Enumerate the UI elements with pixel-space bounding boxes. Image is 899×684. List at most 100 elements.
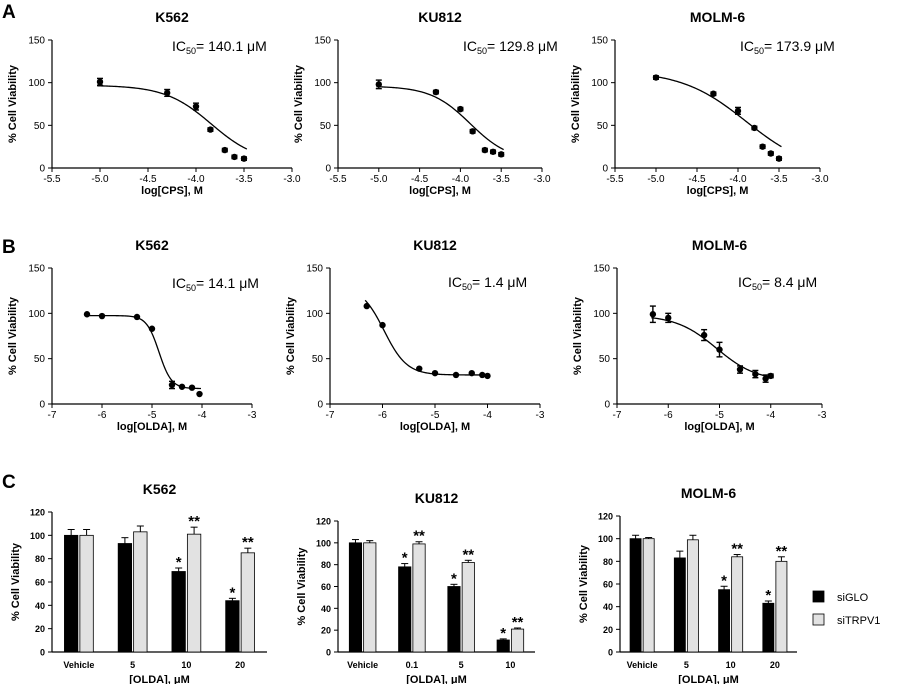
y-tick-label: 60	[321, 582, 331, 592]
data-point	[736, 366, 744, 373]
data-point	[479, 371, 486, 379]
x-tick-label: -7	[613, 410, 622, 421]
x-tick-label: 10	[181, 660, 191, 670]
bar-sitrpv1	[363, 542, 377, 653]
x-tick-label: 20	[235, 660, 245, 670]
data-point	[468, 369, 475, 377]
ic50-prefix: IC	[172, 275, 186, 291]
x-axis-label: log[CPS], M	[409, 185, 471, 197]
chart-title: K562	[155, 9, 189, 25]
bar-sitrpv1	[642, 538, 655, 653]
bar-siglo	[718, 589, 731, 653]
data-point	[379, 321, 386, 329]
chart-title: MOLM-6	[692, 237, 747, 253]
ic50-value: = 129.8 μM	[487, 38, 558, 54]
panel-letter-b: B	[2, 237, 16, 258]
ic50-annotation: IC50= 14.1 μM	[172, 275, 259, 293]
x-tick-label: 10	[726, 660, 736, 670]
y-tick-label: 20	[603, 625, 613, 635]
chart-title: KU812	[415, 490, 459, 506]
y-axis-label: % Cell Viability	[293, 64, 305, 143]
x-tick-label: -5	[148, 410, 157, 421]
x-tick-label: -6	[664, 410, 673, 421]
y-tick-label: 0	[602, 164, 608, 175]
data-point	[484, 372, 491, 380]
y-tick-label: 40	[35, 601, 45, 611]
x-tick-label: -3.0	[811, 174, 829, 185]
y-tick-label: 150	[28, 36, 45, 47]
data-point	[192, 103, 200, 110]
data-point	[168, 381, 176, 389]
ic50-subscript: 50	[752, 282, 762, 292]
y-tick-label: 50	[34, 354, 46, 365]
data-point	[240, 155, 248, 162]
y-tick-label: 100	[591, 78, 608, 89]
ic50-prefix: IC	[172, 38, 186, 54]
y-tick-label: 120	[598, 512, 613, 522]
y-axis-label: % Cell Viability	[7, 64, 19, 143]
chart-title: K562	[143, 481, 177, 497]
bar-sitrpv1	[133, 531, 148, 653]
data-point	[489, 148, 497, 155]
significance-marker: **	[462, 546, 474, 563]
x-tick-label: 0.1	[406, 660, 419, 670]
significance-marker: **	[512, 614, 524, 631]
ic50-annotation: IC50= 1.4 μM	[448, 274, 527, 292]
y-tick-label: 80	[321, 560, 331, 570]
y-tick-label: 100	[598, 534, 613, 544]
chart-c1: K562 0 20 40 60 80 100 120 % Cell Viability [OLDA…	[10, 481, 267, 684]
x-tick-label: -5.0	[91, 174, 109, 185]
y-tick-label: 0	[325, 164, 331, 175]
chart-title: MOLM-6	[681, 485, 736, 501]
y-tick-label: 150	[28, 264, 45, 275]
x-tick-label: -4.5	[411, 174, 429, 185]
chart-a3: MOLM-6 0 50 100 150 % Cell Viability log[CPS],…	[570, 9, 835, 197]
bar-siglo	[398, 566, 412, 653]
x-tick-label: -3	[536, 410, 545, 421]
bar-sitrpv1	[79, 534, 94, 653]
chart-title: KU812	[418, 9, 462, 25]
data-point	[652, 74, 660, 81]
fit-curve	[376, 86, 504, 151]
data-point	[133, 313, 141, 321]
y-axis-label: % Cell Viability	[7, 296, 19, 375]
x-tick-label: -4	[483, 410, 492, 421]
significance-marker: *	[721, 572, 727, 589]
x-tick-label: Vehicle	[347, 660, 378, 670]
x-axis-label: [OLDA], μM	[678, 674, 739, 684]
fit-curve	[85, 314, 202, 390]
data-point	[148, 325, 156, 332]
bar-siglo	[762, 602, 775, 653]
data-point	[767, 372, 774, 380]
bar-sitrpv1	[686, 539, 699, 653]
x-axis-label: log[CPS], M	[141, 185, 203, 197]
y-tick-label: 100	[30, 531, 45, 541]
legend-label-sitrpv1: siTRPV1	[837, 615, 880, 627]
significance-marker: **	[413, 528, 425, 545]
chart-title: MOLM-6	[690, 9, 745, 25]
x-tick-label: -5	[431, 410, 440, 421]
data-point	[751, 124, 758, 132]
x-axis-label: log[CPS], M	[687, 185, 749, 197]
x-tick-label: -4	[198, 410, 207, 421]
data-point	[752, 370, 759, 378]
chart-b2: KU812 0 50 100 150 % Cell Viability log[OLDA],…	[285, 237, 545, 433]
x-axis-label: log[OLDA], M	[400, 421, 470, 433]
ic50-value: = 140.1 μM	[196, 38, 267, 54]
x-tick-label: -5.0	[370, 174, 388, 185]
x-tick-label: Vehicle	[627, 660, 658, 670]
data-point	[469, 128, 476, 135]
x-axis-label: [OLDA], μM	[406, 674, 467, 684]
chart-c3: MOLM-6 0 20 40 60 80 100 120 % Cell Viability [OL…	[578, 485, 880, 684]
x-tick-label: -7	[48, 410, 57, 421]
y-tick-label: 120	[316, 517, 331, 527]
x-tick-label: -3	[248, 410, 257, 421]
y-tick-label: 150	[314, 36, 331, 47]
y-tick-label: 150	[306, 264, 323, 275]
bar-sitrpv1	[510, 628, 525, 653]
panel-letter-c: C	[2, 472, 16, 493]
ic50-value: = 14.1 μM	[196, 275, 259, 291]
chart-title: K562	[135, 237, 169, 253]
data-point	[431, 369, 439, 377]
